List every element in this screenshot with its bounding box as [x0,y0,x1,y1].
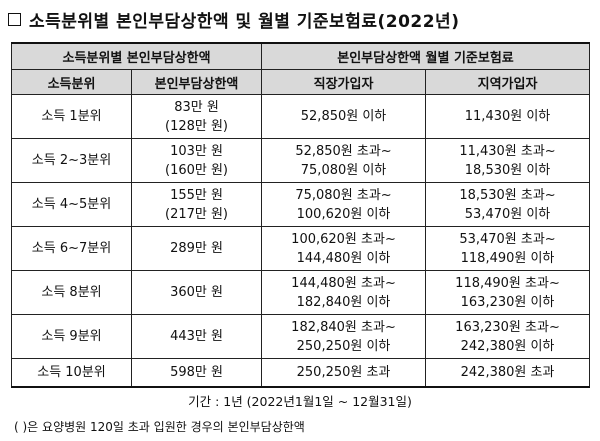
employee-cell: 182,840원 초과~ 250,250원 이하 [261,314,427,359]
cap-cell: 289만 원 [130,226,263,271]
employee-line: 75,080원 이하 [300,162,387,178]
employee-cell: 52,850원 이하 [261,94,427,139]
col-header-decile: 소득분위 [11,69,132,95]
cap-line: 360만 원 [170,285,223,300]
cap-line: 598만 원 [170,365,223,380]
table-body: 소득 1분위 83만 원 (128만 원) 52,850원 이하 11,430원 이하 소… [11,94,591,388]
regional-line: 118,490원 이하 [460,250,555,266]
regional-line: 53,470원 초과~ [459,231,556,247]
decile-cell: 소득 8분위 [11,270,132,315]
table-row: 소득 1분위 83만 원 (128만 원) 52,850원 이하 11,430원 이하 [11,94,591,139]
regional-line: 11,430원 초과~ [459,143,556,159]
rate-table: 소득분위별 본인부담상한액 본인부담상한액 월별 기준보험료 소득분위 본인부담… [10,42,591,388]
regional-line: 163,230원 이하 [460,294,555,310]
regional-line: 18,530원 초과~ [459,187,556,203]
decile-cell: 소득 10분위 [11,358,132,388]
table-row: 소득 8분위 360만 원 144,480원 초과~ 182,840원 이하 118,4… [11,270,591,315]
decile-cell: 소득 1분위 [11,94,132,139]
group-header-premium: 본인부담상한액 월별 기준보험료 [261,42,591,70]
decile-cell: 소득 9분위 [11,314,132,359]
page-title: 소득분위별 본인부담상한액 및 월별 기준보험료(2022년) [8,6,459,32]
cap-line: (128만 원) [165,118,229,134]
employee-line: 100,620원 초과~ [291,231,396,247]
cap-line: 289만 원 [170,241,223,256]
decile-label: 소득 10분위 [37,365,106,380]
group-header-cap: 소득분위별 본인부담상한액 [10,42,263,70]
employee-cell: 75,080원 초과~ 100,620원 이하 [261,182,427,227]
cap-line: 83만 원 [174,99,219,115]
regional-line: 118,490원 초과~ [455,275,560,291]
page-title-text: 소득분위별 본인부담상한액 및 월별 기준보험료(2022년) [29,11,460,32]
cap-line: (160만 원) [165,162,229,178]
regional-cell: 53,470원 초과~ 118,490원 이하 [425,226,591,271]
checkbox-square-icon [8,12,21,26]
regional-line: 163,230원 초과~ [455,319,560,335]
table-sub-header-row: 소득분위 본인부담상한액 직장가입자 지역가입자 [11,69,591,95]
period-text: 기간 : 1년 (2022년1월1일 ~ 12월31일) [188,394,412,409]
regional-cell: 242,380원 초과 [425,358,591,388]
regional-line: 53,470원 이하 [464,206,551,222]
footnote: ( )은 요양병원 120일 초과 입원한 경우의 본인부담상한액 [14,420,305,434]
decile-label: 소득 6~7분위 [31,241,112,256]
regional-line: 242,380원 이하 [460,338,555,354]
col-header-regional: 지역가입자 [425,69,591,95]
employee-line: 52,850원 초과~ [295,143,392,159]
regional-line: 11,430원 이하 [464,109,551,124]
decile-label: 소득 4~5분위 [31,197,112,212]
table-row: 소득 10분위 598만 원 250,250원 초과 242,380원 초과 [11,358,591,388]
col-header-cap: 본인부담상한액 [130,69,263,95]
employee-cell: 250,250원 초과 [261,358,427,388]
employee-line: 250,250원 이하 [296,338,391,354]
table-row: 소득 6~7분위 289만 원 100,620원 초과~ 144,480원 이하 53,… [11,226,591,271]
table-group-header-row: 소득분위별 본인부담상한액 본인부담상한액 월별 기준보험료 [10,42,591,70]
regional-cell: 11,430원 이하 [425,94,591,139]
employee-line: 144,480원 초과~ [291,275,396,291]
cap-cell: 443만 원 [130,314,263,359]
employee-line: 75,080원 초과~ [295,187,392,203]
regional-line: 18,530원 이하 [464,162,551,178]
regional-cell: 163,230원 초과~ 242,380원 이하 [425,314,591,359]
decile-label: 소득 9분위 [41,329,102,344]
table-row: 소득 2~3분위 103만 원 (160만 원) 52,850원 초과~ 75,080원… [11,138,591,183]
col-header-employee: 직장가입자 [261,69,427,95]
decile-label: 소득 8분위 [41,285,102,300]
employee-cell: 100,620원 초과~ 144,480원 이하 [261,226,427,271]
regional-cell: 18,530원 초과~ 53,470원 이하 [425,182,591,227]
employee-cell: 144,480원 초과~ 182,840원 이하 [261,270,427,315]
cap-cell: 155만 원 (217만 원) [130,182,263,227]
cap-line: 155만 원 [170,187,223,203]
employee-line: 100,620원 이하 [296,206,391,222]
decile-cell: 소득 4~5분위 [11,182,132,227]
decile-label: 소득 1분위 [41,109,102,124]
employee-cell: 52,850원 초과~ 75,080원 이하 [261,138,427,183]
decile-label: 소득 2~3분위 [31,153,112,168]
employee-line: 182,840원 이하 [296,294,391,310]
cap-line: 103만 원 [170,143,223,159]
employee-line: 144,480원 이하 [296,250,391,266]
cap-cell: 83만 원 (128만 원) [130,94,263,139]
cap-line: (217만 원) [165,206,229,222]
cap-line: 443만 원 [170,329,223,344]
cap-cell: 598만 원 [130,358,263,388]
decile-cell: 소득 2~3분위 [11,138,132,183]
regional-line: 242,380원 초과 [460,365,555,380]
regional-cell: 118,490원 초과~ 163,230원 이하 [425,270,591,315]
employee-line: 250,250원 초과 [296,365,391,380]
cap-cell: 103만 원 (160만 원) [130,138,263,183]
table-row: 소득 4~5분위 155만 원 (217만 원) 75,080원 초과~ 100,620… [11,182,591,227]
regional-cell: 11,430원 초과~ 18,530원 이하 [425,138,591,183]
table-row: 소득 9분위 443만 원 182,840원 초과~ 250,250원 이하 163,2… [11,314,591,359]
decile-cell: 소득 6~7분위 [11,226,132,271]
employee-line: 182,840원 초과~ [291,319,396,335]
cap-cell: 360만 원 [130,270,263,315]
employee-line: 52,850원 이하 [300,109,387,124]
